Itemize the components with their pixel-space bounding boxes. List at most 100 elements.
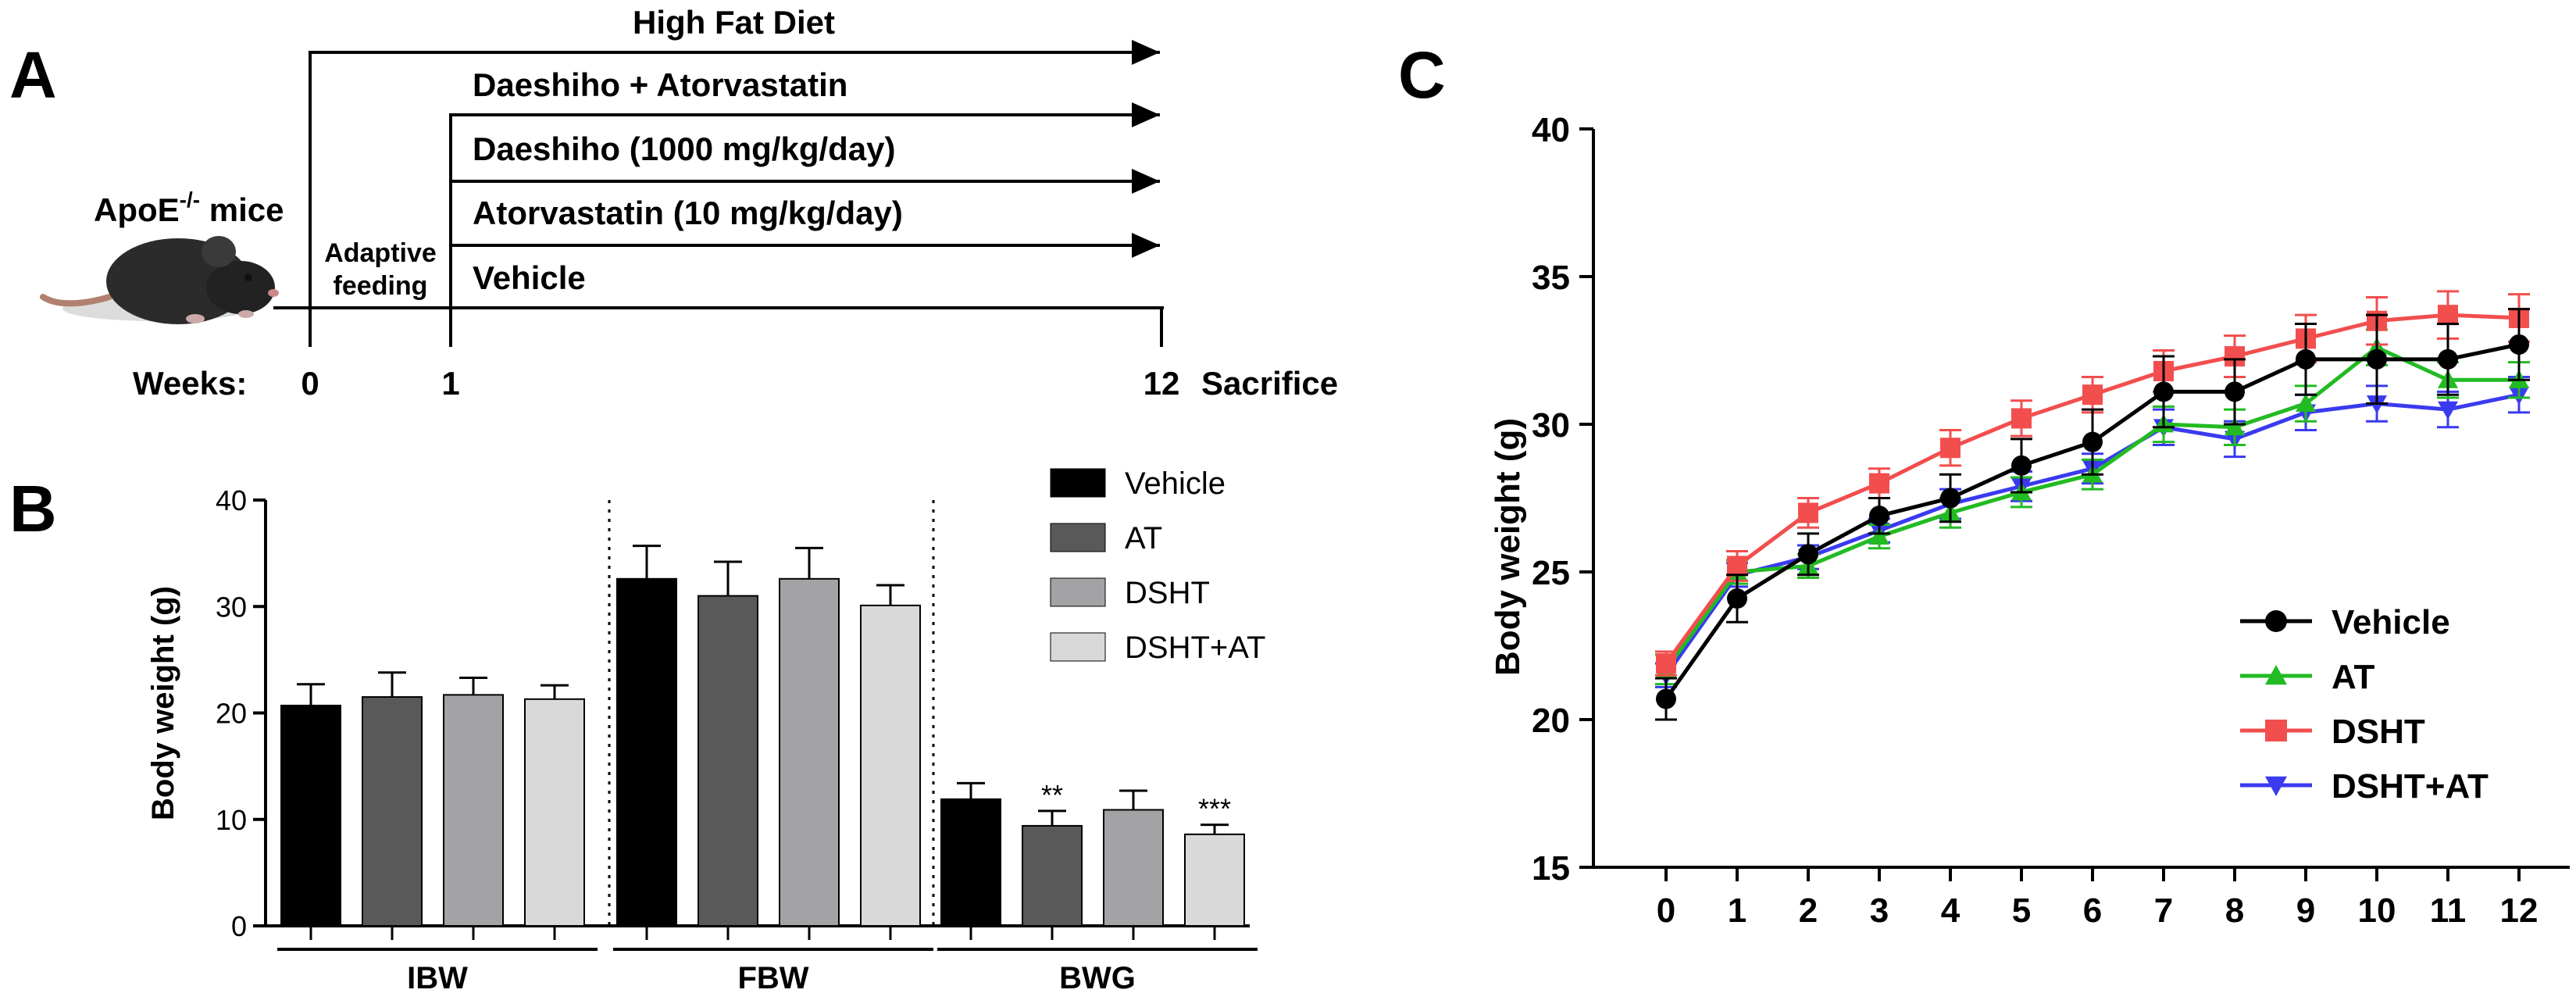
legend-marker-at	[2265, 665, 2287, 685]
bar-significance-label: ***	[1198, 793, 1231, 825]
bar-dsht-ibw	[443, 694, 504, 927]
point-vehicle	[1869, 506, 1889, 527]
week-tick-1: 1	[441, 365, 459, 402]
week-tick-0: 0	[301, 365, 319, 402]
bar-legend-swatch	[1050, 577, 1106, 607]
high-fat-diet-label: High Fat Diet	[633, 4, 835, 41]
bar-axes: 0 10 20 30 40 IBW FBW BWG	[216, 484, 1258, 995]
point-vehicle	[2153, 381, 2174, 402]
bar-y-axis-label: Body weight (g)	[146, 586, 180, 820]
point-dsht	[1656, 653, 1676, 674]
point-vehicle	[2296, 348, 2316, 370]
line-x-tick-label: 0	[1657, 891, 1675, 930]
panel-a-timeline: A ApoE-/- mice High Fat Di	[9, 4, 1338, 402]
legend-label-vehicle: Vehicle	[2332, 603, 2450, 641]
sacrifice-label: Sacrifice	[1201, 365, 1338, 402]
bar-dsht-at-ibw	[524, 698, 585, 927]
group-label-2: Daeshiho (1000 mg/kg/day)	[473, 130, 896, 167]
point-vehicle	[2438, 348, 2458, 370]
line-y-tick-label: 40	[1532, 111, 1570, 149]
bar-y-tick-label: 40	[216, 484, 247, 516]
line-marks	[1655, 290, 2530, 721]
bar-at-fbw	[698, 595, 758, 927]
line-x-tick-label: 6	[2083, 891, 2102, 930]
bar-dsht-fbw	[779, 577, 840, 927]
point-dsht-at	[2438, 401, 2458, 420]
legend-marker-dsht	[2265, 720, 2287, 741]
line-x-tick-label: 12	[2500, 891, 2539, 930]
bar-legend-label: AT	[1125, 521, 1162, 556]
bar-y-tick-label: 0	[231, 910, 247, 942]
panel-b-letter: B	[9, 472, 57, 545]
group-label-1: Daeshiho + Atorvastatin	[473, 66, 847, 103]
panel-a-letter: A	[9, 38, 57, 112]
mice-label: ApoE-/- mice	[94, 188, 284, 228]
point-vehicle	[1727, 588, 1747, 609]
week-tick-12: 12	[1144, 365, 1180, 402]
group-label-3: Atorvastatin (10 mg/kg/day)	[473, 195, 903, 231]
bar-vehicle-ibw	[280, 704, 341, 927]
weeks-label: Weeks:	[133, 365, 247, 402]
line-y-tick-label: 15	[1532, 849, 1570, 888]
point-dsht	[2011, 408, 2032, 429]
point-vehicle	[2011, 455, 2032, 476]
bar-legend: Vehicle AT DSHT DSHT+AT	[1050, 466, 1265, 665]
bar-at-bwg	[1022, 824, 1083, 927]
bar-legend-label: DSHT+AT	[1125, 631, 1265, 665]
bar-legend-swatch	[1050, 523, 1106, 552]
bar-category-label: FBW	[737, 961, 808, 995]
point-dsht	[2082, 384, 2103, 406]
group-label-4: Vehicle	[473, 259, 586, 296]
bar-category-label: IBW	[407, 961, 468, 995]
line-y-tick-label: 30	[1532, 406, 1570, 445]
point-at	[2296, 393, 2316, 412]
legend-label-dsht-at: DSHT+AT	[2332, 767, 2489, 806]
bar-y-tick-label: 20	[216, 698, 247, 730]
legend-label-at: AT	[2332, 658, 2375, 696]
series-vehicle	[1655, 308, 2530, 721]
bar-dsht-at-bwg	[1184, 833, 1245, 927]
panel-c-letter: C	[1398, 38, 1446, 112]
line-x-tick-label: 2	[1799, 891, 1818, 930]
line-y-tick-label: 25	[1532, 554, 1570, 592]
line-y-tick-label: 20	[1532, 702, 1570, 740]
line-legend: Vehicle AT DSHT DSHT+AT	[2240, 603, 2489, 806]
line-x-tick-label: 1	[1728, 891, 1746, 930]
legend-marker-dsht-at	[2265, 776, 2287, 796]
line-x-tick-label: 8	[2225, 891, 2244, 930]
line-x-tick-label: 7	[2154, 891, 2173, 930]
point-dsht	[1727, 556, 1747, 577]
bar-legend-swatch	[1050, 468, 1106, 498]
bar-vehicle-fbw	[616, 577, 677, 927]
point-dsht	[1940, 438, 1961, 459]
mouse-illustration	[40, 236, 279, 324]
point-dsht	[1798, 502, 1818, 523]
line-x-tick-label: 10	[2358, 891, 2396, 930]
bar-marks: ** ***	[280, 545, 1245, 927]
line-x-tick-label: 4	[1941, 891, 1961, 930]
point-vehicle	[2082, 431, 2103, 452]
bar-legend-label: DSHT	[1125, 576, 1210, 610]
line-x-tick-label: 9	[2296, 891, 2315, 930]
point-vehicle	[2367, 348, 2387, 370]
bar-legend-label: Vehicle	[1125, 466, 1226, 501]
bar-category-label: BWG	[1059, 961, 1136, 995]
point-vehicle	[2509, 334, 2529, 355]
point-dsht	[2438, 305, 2458, 326]
line-x-tick-label: 5	[2012, 891, 2031, 930]
line-y-tick-label: 35	[1532, 259, 1570, 297]
point-at	[2225, 416, 2245, 436]
point-vehicle	[1940, 488, 1961, 509]
bar-legend-swatch	[1050, 632, 1106, 662]
point-vehicle	[1798, 544, 1818, 565]
bar-significance-label: **	[1041, 779, 1063, 811]
point-dsht	[1869, 473, 1889, 494]
line-x-tick-label: 3	[1870, 891, 1889, 930]
bar-at-ibw	[362, 696, 423, 927]
bar-y-tick-label: 30	[216, 591, 247, 623]
line-x-tick-label: 11	[2430, 891, 2467, 930]
